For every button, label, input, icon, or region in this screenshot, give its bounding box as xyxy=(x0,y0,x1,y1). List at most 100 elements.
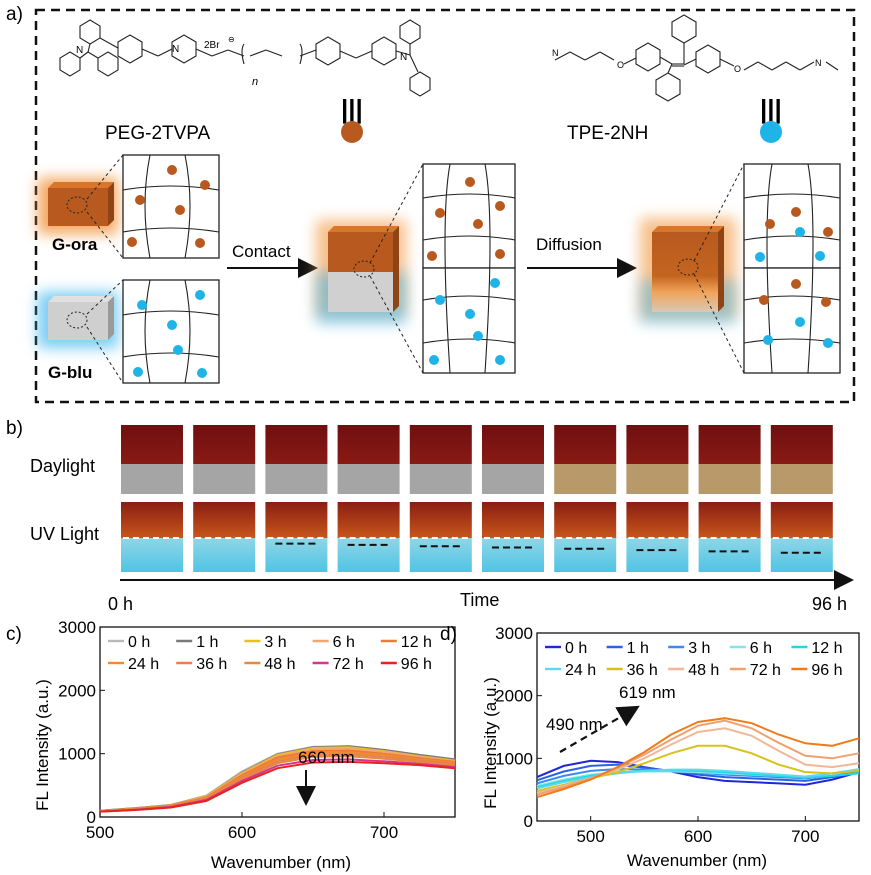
uv-photo xyxy=(626,502,689,572)
series-line xyxy=(536,768,860,790)
chart-c: 500 600 700 0 1000 2000 3000 0 h 1 h 3 h 6 h 12 h 24… xyxy=(58,618,456,842)
gel-blu-label: G-blu xyxy=(48,363,92,382)
chart-c-annotation: 660 nm xyxy=(298,748,355,767)
uv-light-label: UV Light xyxy=(30,524,99,544)
n-atom-2: N xyxy=(400,52,407,63)
panel-d: d) FL Intensity (a.u.) Wavenumber (nm) 5… xyxy=(440,624,860,870)
o-atom-2: O xyxy=(734,64,741,74)
uv-photo xyxy=(193,502,256,572)
chart-d-annotation-right: 619 nm xyxy=(619,683,676,702)
nh-atom-2: N xyxy=(815,58,822,68)
blue-dot-legend xyxy=(760,121,782,143)
legend-label: 6 h xyxy=(750,640,772,657)
counterion-label: 2Br xyxy=(204,40,220,51)
counterion-sup: ⊖ xyxy=(228,35,235,44)
uv-photo xyxy=(409,502,472,572)
uv-photo xyxy=(482,502,544,572)
x-tick-label: 500 xyxy=(86,823,114,842)
uv-photo xyxy=(698,502,761,572)
tpe-2nh-structure xyxy=(554,14,839,102)
legend-label: 12 h xyxy=(811,640,842,657)
daylight-photo xyxy=(482,425,544,494)
contact-label: Contact xyxy=(232,242,291,261)
panel-a-frame xyxy=(34,8,856,404)
daylight-photo xyxy=(193,425,256,494)
uv-photo xyxy=(554,502,617,572)
legend-label: 24 h xyxy=(128,656,159,673)
series-line xyxy=(536,759,860,786)
legend-label: 48 h xyxy=(688,662,719,679)
chart-c-xlabel: Wavenumber (nm) xyxy=(211,853,351,872)
uv-photo xyxy=(265,502,328,572)
daylight-photo xyxy=(698,425,761,494)
y-tick-label: 2000 xyxy=(58,681,96,700)
legend-label: 48 h xyxy=(264,656,295,673)
diffused-zoom-box xyxy=(693,163,841,374)
legend-label: 1 h xyxy=(196,634,218,651)
gel-blue-block xyxy=(38,292,118,348)
panel-a: a) N N 2Br ⊖ n N xyxy=(6,4,856,404)
legend-label: 6 h xyxy=(333,634,355,651)
legend-label: 24 h xyxy=(565,662,596,679)
diffusion-label: Diffusion xyxy=(536,235,602,254)
equiv-symbol-1: ||| xyxy=(341,94,363,124)
gel-contact-block xyxy=(316,220,406,324)
legend-label: 72 h xyxy=(750,662,781,679)
contact-zoom-box xyxy=(369,163,516,374)
o-atom-1: O xyxy=(617,60,624,70)
legend-label: 1 h xyxy=(627,640,649,657)
blu-zoom-box xyxy=(86,279,220,384)
daylight-photo xyxy=(121,425,183,494)
plot-frame xyxy=(99,626,456,818)
y-tick-label: 0 xyxy=(524,812,533,831)
x-tick-label: 500 xyxy=(576,827,604,846)
time-start-label: 0 h xyxy=(108,594,133,614)
legend-label: 96 h xyxy=(401,656,432,673)
panel-d-label: d) xyxy=(440,624,457,645)
uv-photo xyxy=(770,502,833,572)
x-tick-label: 600 xyxy=(228,823,256,842)
series-line xyxy=(536,763,860,782)
y-tick-label: 3000 xyxy=(495,624,533,643)
daylight-photo xyxy=(337,425,400,494)
chart-d-xlabel: Wavenumber (nm) xyxy=(627,851,767,870)
legend-label: 3 h xyxy=(264,634,286,651)
panel-a-label: a) xyxy=(6,4,23,25)
y-tick-label: 1000 xyxy=(495,749,533,768)
panel-b: b) Daylight UV Light 0 h Time 96 h xyxy=(6,418,854,614)
y-tick-label: 3000 xyxy=(58,618,96,637)
daylight-photo xyxy=(554,425,617,494)
chart-d-annotation-left: 490 nm xyxy=(546,715,603,734)
ora-zoom-box xyxy=(86,154,220,259)
chart-d: 500 600 700 0 1000 2000 3000 0 h 1 h 3 h 6 h 12 h 24… xyxy=(495,624,860,846)
x-tick-label: 700 xyxy=(370,823,398,842)
legend-label: 0 h xyxy=(565,640,587,657)
legend-label: 12 h xyxy=(401,634,432,651)
y-tick-label: 2000 xyxy=(495,687,533,706)
mol1-name: PEG-2TVPA xyxy=(105,123,211,144)
orange-dot-legend xyxy=(341,121,363,143)
series-line xyxy=(536,769,860,789)
series-line xyxy=(99,760,456,813)
n-atom-1: N xyxy=(76,45,83,56)
panel-c-label: c) xyxy=(6,624,22,645)
y-tick-label: 1000 xyxy=(58,745,96,764)
x-tick-label: 700 xyxy=(791,827,819,846)
gel-ora-label: G-ora xyxy=(52,235,98,254)
legend-label: 3 h xyxy=(688,640,710,657)
x-tick-label: 600 xyxy=(684,827,712,846)
nh-atom-1: N xyxy=(552,48,559,58)
n-plus-1: N xyxy=(172,44,179,55)
legend-label: 36 h xyxy=(627,662,658,679)
panel-b-label: b) xyxy=(6,418,23,439)
legend-label: 0 h xyxy=(128,634,150,651)
time-end-label: 96 h xyxy=(812,594,847,614)
chart-d-arrow xyxy=(559,705,640,753)
legend-label: 96 h xyxy=(811,662,842,679)
series-line xyxy=(536,719,860,796)
peg-2tvpa-structure xyxy=(59,19,431,97)
legend-label: 36 h xyxy=(196,656,227,673)
daylight-label: Daylight xyxy=(30,456,95,476)
gel-diffused-block xyxy=(640,218,736,324)
